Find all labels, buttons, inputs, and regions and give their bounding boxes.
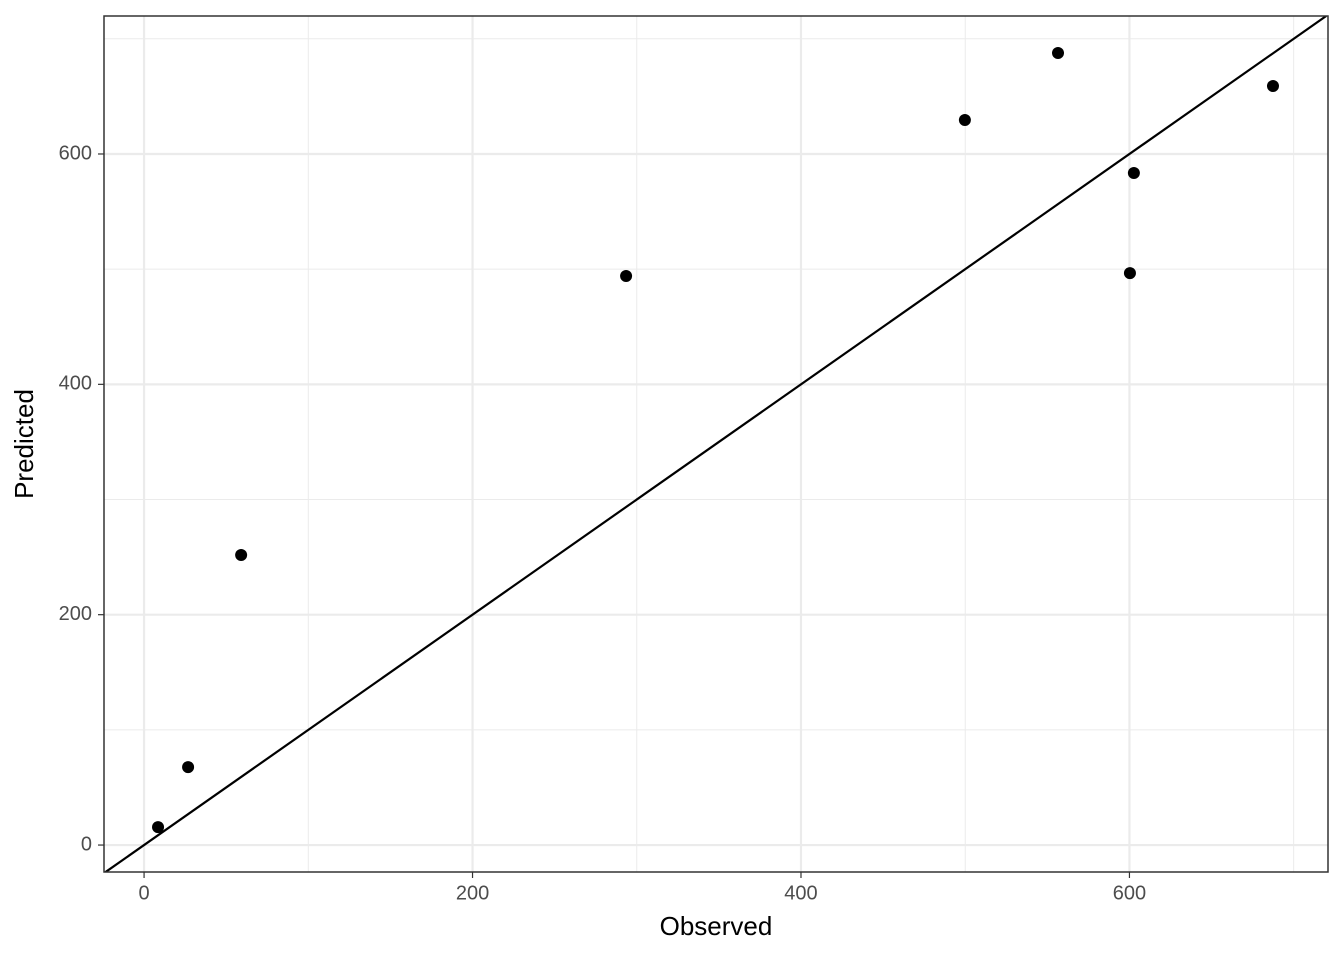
y-tick-label: 600	[59, 142, 92, 164]
point	[1266, 80, 1279, 93]
point	[1052, 46, 1065, 59]
x-tick-label: 400	[784, 882, 817, 904]
y-tick-label: 200	[59, 603, 92, 625]
x-tick-label: 0	[139, 882, 150, 904]
x-axis-title: Observed	[660, 911, 773, 941]
y-axis-title: Predicted	[9, 389, 39, 499]
point	[620, 269, 633, 282]
y-tick-label: 0	[81, 833, 92, 855]
point	[152, 821, 165, 834]
point	[182, 761, 195, 774]
point	[235, 549, 248, 562]
x-tick-label: 600	[1113, 882, 1146, 904]
point	[1123, 267, 1136, 280]
y-tick-label: 400	[59, 373, 92, 395]
panel-border	[103, 15, 1329, 873]
x-tick-label: 200	[456, 882, 489, 904]
point	[958, 114, 971, 127]
identity-line	[104, 16, 1327, 872]
point	[1127, 166, 1140, 179]
